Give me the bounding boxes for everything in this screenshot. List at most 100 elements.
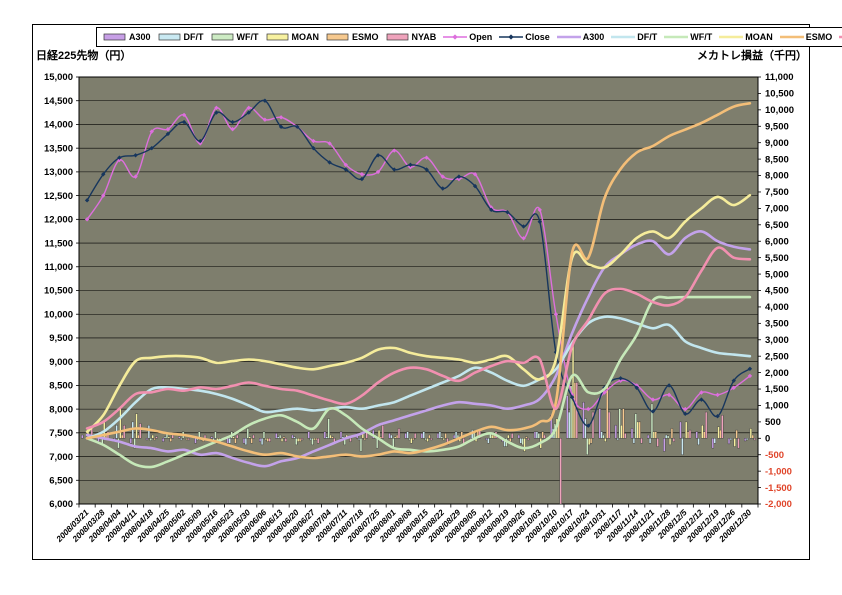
right-axis-label: 1,500 xyxy=(765,384,789,395)
marker-Open xyxy=(553,312,559,317)
marker-Open xyxy=(683,406,688,412)
legend-item-moan: MOAN xyxy=(266,32,319,42)
marker-Close xyxy=(311,145,316,151)
legend-item-esmo: ESMO xyxy=(779,32,832,42)
left-axis-label: 8,000 xyxy=(49,404,73,415)
right-axis-label: 2,000 xyxy=(765,368,789,379)
bar-NYAB xyxy=(187,438,190,441)
marker-Open xyxy=(165,126,171,132)
legend-line-swatch-icon xyxy=(719,35,744,39)
marker-Open xyxy=(262,117,268,122)
bar-DF/T xyxy=(277,436,280,439)
legend-line-swatch-icon xyxy=(443,34,468,40)
legend-item-a300: A300 xyxy=(103,32,151,42)
marker-Open xyxy=(392,148,397,153)
left-axis-label: 14,500 xyxy=(44,96,73,107)
marker-Close xyxy=(392,167,397,172)
bar-MOAN xyxy=(442,438,445,441)
left-axis-label: 11,000 xyxy=(44,262,73,273)
marker-Close xyxy=(101,172,106,177)
bar-MOAN xyxy=(523,438,526,452)
bar-DF/T xyxy=(519,438,522,444)
legend-line-swatch-icon xyxy=(499,34,524,40)
marker-Close xyxy=(278,124,284,130)
bar-A300 xyxy=(744,438,747,442)
right-axis-label: -1,500 xyxy=(765,483,792,494)
marker-Open xyxy=(731,385,736,390)
bar-ESMO xyxy=(638,421,641,439)
bar-A300 xyxy=(533,431,537,439)
marker-Open xyxy=(101,193,106,198)
left-axis-label: 7,000 xyxy=(49,452,73,463)
bar-WF/T xyxy=(375,438,379,449)
left-axis-label: 12,500 xyxy=(44,191,73,202)
right-axis-label: 3,500 xyxy=(765,319,789,330)
bar-MOAN xyxy=(668,438,672,446)
marker-Open xyxy=(246,105,251,111)
bar-ESMO xyxy=(686,431,690,439)
marker-Close xyxy=(181,119,187,125)
bar-WF/T xyxy=(246,428,249,439)
bar-NYAB xyxy=(462,438,465,444)
legend-item-moan: MOAN xyxy=(719,32,773,42)
bar-ESMO xyxy=(509,438,512,442)
bar-MOAN xyxy=(604,438,607,442)
bar-DF/T xyxy=(713,438,716,444)
bar-WF/T xyxy=(311,438,314,446)
bar-NYAB xyxy=(672,438,675,442)
legend-bar-swatch-icon xyxy=(266,33,288,41)
right-axis-label: 2,500 xyxy=(765,351,789,362)
right-axis-label: 3,000 xyxy=(765,335,789,346)
bar-WF/T xyxy=(634,413,637,439)
line-DF/T xyxy=(85,315,752,440)
bar-WF/T xyxy=(149,438,152,441)
bar-MOAN xyxy=(394,436,397,439)
marker-Close xyxy=(505,210,510,215)
bar-MOAN xyxy=(151,434,154,439)
bar-A300 xyxy=(695,431,698,439)
bar-NYAB xyxy=(705,411,708,439)
right-axis-label: 7,000 xyxy=(765,204,789,215)
bar-ESMO xyxy=(395,434,399,439)
marker-Open xyxy=(84,217,90,222)
bar-WF/T xyxy=(521,438,524,446)
left-axis-label: 10,500 xyxy=(44,286,73,297)
marker-Open xyxy=(359,172,365,177)
bar-DF/T xyxy=(535,431,539,439)
bar-A300 xyxy=(307,431,310,439)
bar-A300 xyxy=(420,433,423,439)
bar-WF/T xyxy=(683,437,686,439)
right-axis-title: メカトレ損益（千円） xyxy=(697,50,807,62)
bar-DF/T xyxy=(568,411,571,439)
bar-ESMO xyxy=(589,438,593,444)
bar-DF/T xyxy=(665,434,668,439)
bar-WF/T xyxy=(650,403,654,439)
bar-ESMO xyxy=(719,429,722,439)
right-axis-label: 6,000 xyxy=(765,236,789,247)
line-NYAB xyxy=(85,246,752,430)
bar-ESMO xyxy=(331,436,334,439)
bar-ESMO xyxy=(121,434,124,439)
marker-Close xyxy=(84,198,90,203)
legend-label: A300 xyxy=(582,32,605,42)
bar-MOAN xyxy=(588,438,591,446)
marker-Close xyxy=(262,98,268,103)
marker-Open xyxy=(343,162,348,167)
bar-MOAN xyxy=(264,438,268,441)
marker-Open xyxy=(650,397,656,402)
marker-Open xyxy=(214,105,219,111)
bar-A300 xyxy=(194,438,197,444)
right-axis-label: 9,000 xyxy=(765,138,789,149)
bar-MOAN xyxy=(410,438,413,444)
marker-Close xyxy=(472,183,478,189)
legend-item-wft: WF/T xyxy=(211,32,259,42)
bar-NYAB xyxy=(397,428,401,439)
bar-DF/T xyxy=(260,438,264,446)
bar-DF/T xyxy=(390,434,393,439)
bar-DF/T xyxy=(147,424,151,439)
bar-ESMO xyxy=(298,438,302,442)
bar-ESMO xyxy=(282,436,286,439)
marker-Close xyxy=(230,119,235,125)
bar-A300 xyxy=(663,438,666,452)
legend-label: WF/T xyxy=(236,32,259,42)
